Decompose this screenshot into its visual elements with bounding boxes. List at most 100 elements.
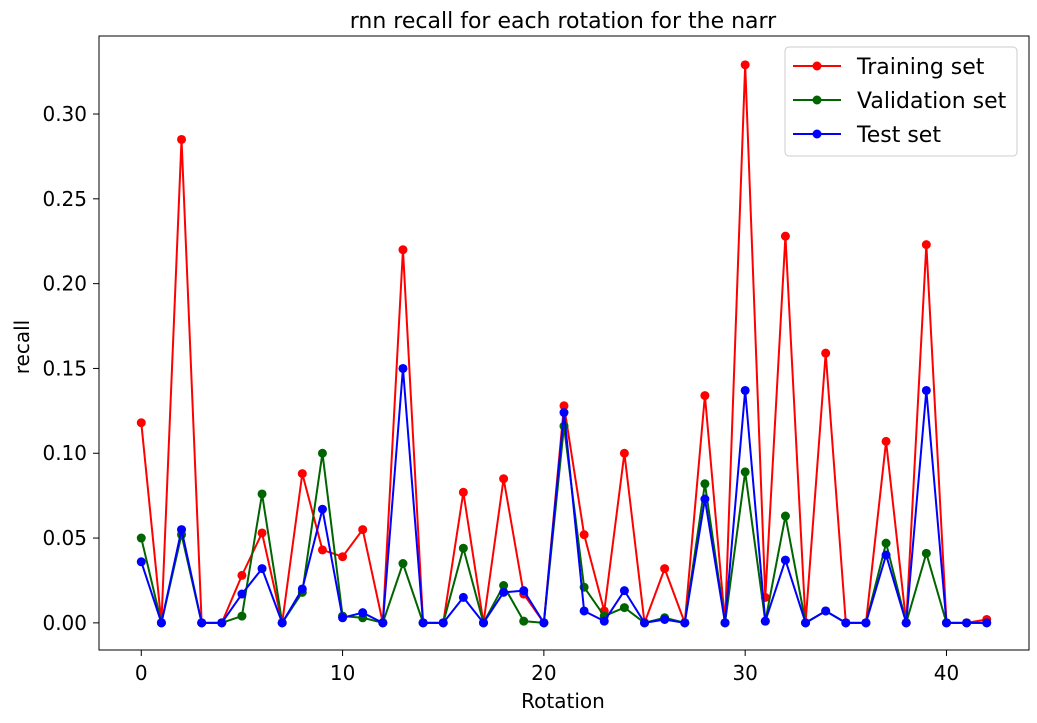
x-tick-label: 20 xyxy=(531,661,556,685)
data-point-training-set xyxy=(398,245,408,255)
data-point-validation-set xyxy=(499,581,509,591)
data-point-training-set xyxy=(237,570,247,580)
data-point-training-set xyxy=(780,231,790,241)
data-point-validation-set xyxy=(257,489,267,499)
chart-title: rnn recall for each rotation for the nar… xyxy=(350,9,777,34)
data-point-validation-set xyxy=(780,511,790,521)
data-point-training-set xyxy=(700,391,710,401)
data-point-test-set xyxy=(640,618,650,628)
data-point-training-set xyxy=(338,552,348,562)
data-point-test-set xyxy=(257,564,267,574)
data-point-training-set xyxy=(458,487,468,497)
data-point-training-set xyxy=(740,60,750,70)
data-point-test-set xyxy=(217,618,227,628)
data-point-training-set xyxy=(499,474,509,484)
data-point-test-set xyxy=(962,618,972,628)
data-point-test-set xyxy=(378,618,388,628)
data-point-training-set xyxy=(317,545,327,555)
legend-label-test-set: Test set xyxy=(856,123,941,148)
plot-frame xyxy=(98,35,1030,651)
data-point-test-set xyxy=(338,613,348,623)
data-point-test-set xyxy=(760,616,770,626)
axis-ticks: 0 10 20 30 40 0.00 0.05 0.10 0.15 0.20 0.25 0.30 xyxy=(42,102,959,685)
data-point-test-set xyxy=(740,385,750,395)
data-point-test-set xyxy=(841,618,851,628)
data-point-validation-set xyxy=(619,603,629,613)
data-point-test-set xyxy=(921,385,931,395)
data-point-test-set xyxy=(237,589,247,599)
x-axis-label: Rotation xyxy=(521,689,605,713)
y-tick-label: 0.05 xyxy=(42,526,87,550)
series-test-set xyxy=(136,363,992,628)
data-point-training-set xyxy=(921,240,931,250)
data-point-test-set xyxy=(297,584,307,594)
data-point-validation-set xyxy=(398,558,408,568)
y-tick-label: 0.10 xyxy=(42,441,87,465)
plot-area xyxy=(98,35,1030,651)
legend: Training set Validation set Test set xyxy=(784,46,1018,157)
data-point-validation-set xyxy=(700,479,710,489)
data-point-test-set xyxy=(680,618,690,628)
data-point-test-set xyxy=(780,555,790,565)
data-point-validation-set xyxy=(740,467,750,477)
data-point-test-set xyxy=(418,618,428,628)
data-point-test-set xyxy=(881,550,891,560)
data-point-test-set xyxy=(499,587,509,597)
data-point-test-set xyxy=(478,618,488,628)
y-tick-label: 0.25 xyxy=(42,187,87,211)
data-point-test-set xyxy=(519,586,529,596)
data-point-test-set xyxy=(599,616,609,626)
x-tick-label: 10 xyxy=(330,661,355,685)
series-validation-set xyxy=(136,421,992,628)
data-point-training-set xyxy=(257,528,267,538)
data-point-test-set xyxy=(801,618,811,628)
data-point-training-set xyxy=(619,448,629,458)
legend-marker-training-set xyxy=(812,61,822,71)
data-point-validation-set xyxy=(458,543,468,553)
data-point-training-set xyxy=(297,469,307,479)
data-point-test-set xyxy=(901,618,911,628)
y-tick-label: 0.30 xyxy=(42,102,87,126)
data-point-training-set xyxy=(136,418,146,428)
data-point-test-set xyxy=(317,504,327,514)
data-point-test-set xyxy=(720,618,730,628)
data-point-test-set xyxy=(277,618,287,628)
x-tick-label: 0 xyxy=(135,661,148,685)
data-point-training-set xyxy=(660,564,670,574)
data-point-test-set xyxy=(941,618,951,628)
data-point-test-set xyxy=(619,586,629,596)
data-point-training-set xyxy=(358,525,368,535)
data-point-test-set xyxy=(579,606,589,616)
data-point-test-set xyxy=(156,618,166,628)
y-tick-label: 0.15 xyxy=(42,356,87,380)
data-point-training-set xyxy=(559,401,569,411)
y-axis-label: recall xyxy=(10,320,34,374)
data-point-test-set xyxy=(177,525,187,535)
data-point-validation-set xyxy=(237,611,247,621)
data-point-validation-set xyxy=(881,538,891,548)
legend-box xyxy=(784,46,1018,157)
data-point-validation-set xyxy=(136,533,146,543)
y-tick-label: 0.20 xyxy=(42,272,87,296)
data-point-test-set xyxy=(358,608,368,618)
data-point-training-set xyxy=(881,436,891,446)
data-point-test-set xyxy=(982,618,992,628)
data-point-test-set xyxy=(197,618,207,628)
data-point-training-set xyxy=(821,348,831,358)
data-point-training-set xyxy=(579,530,589,540)
series-line-validation-set xyxy=(140,425,987,624)
data-point-test-set xyxy=(398,363,408,373)
data-point-training-set xyxy=(177,134,187,144)
x-tick-label: 40 xyxy=(934,661,959,685)
data-point-test-set xyxy=(660,614,670,624)
legend-label-training-set: Training set xyxy=(856,55,985,80)
legend-marker-validation-set xyxy=(812,95,822,105)
data-point-test-set xyxy=(559,408,569,418)
data-point-validation-set xyxy=(317,448,327,458)
legend-label-validation-set: Validation set xyxy=(857,89,1007,114)
y-tick-label: 0.00 xyxy=(42,611,87,635)
data-point-test-set xyxy=(438,618,448,628)
data-point-test-set xyxy=(539,618,549,628)
data-point-test-set xyxy=(136,557,146,567)
